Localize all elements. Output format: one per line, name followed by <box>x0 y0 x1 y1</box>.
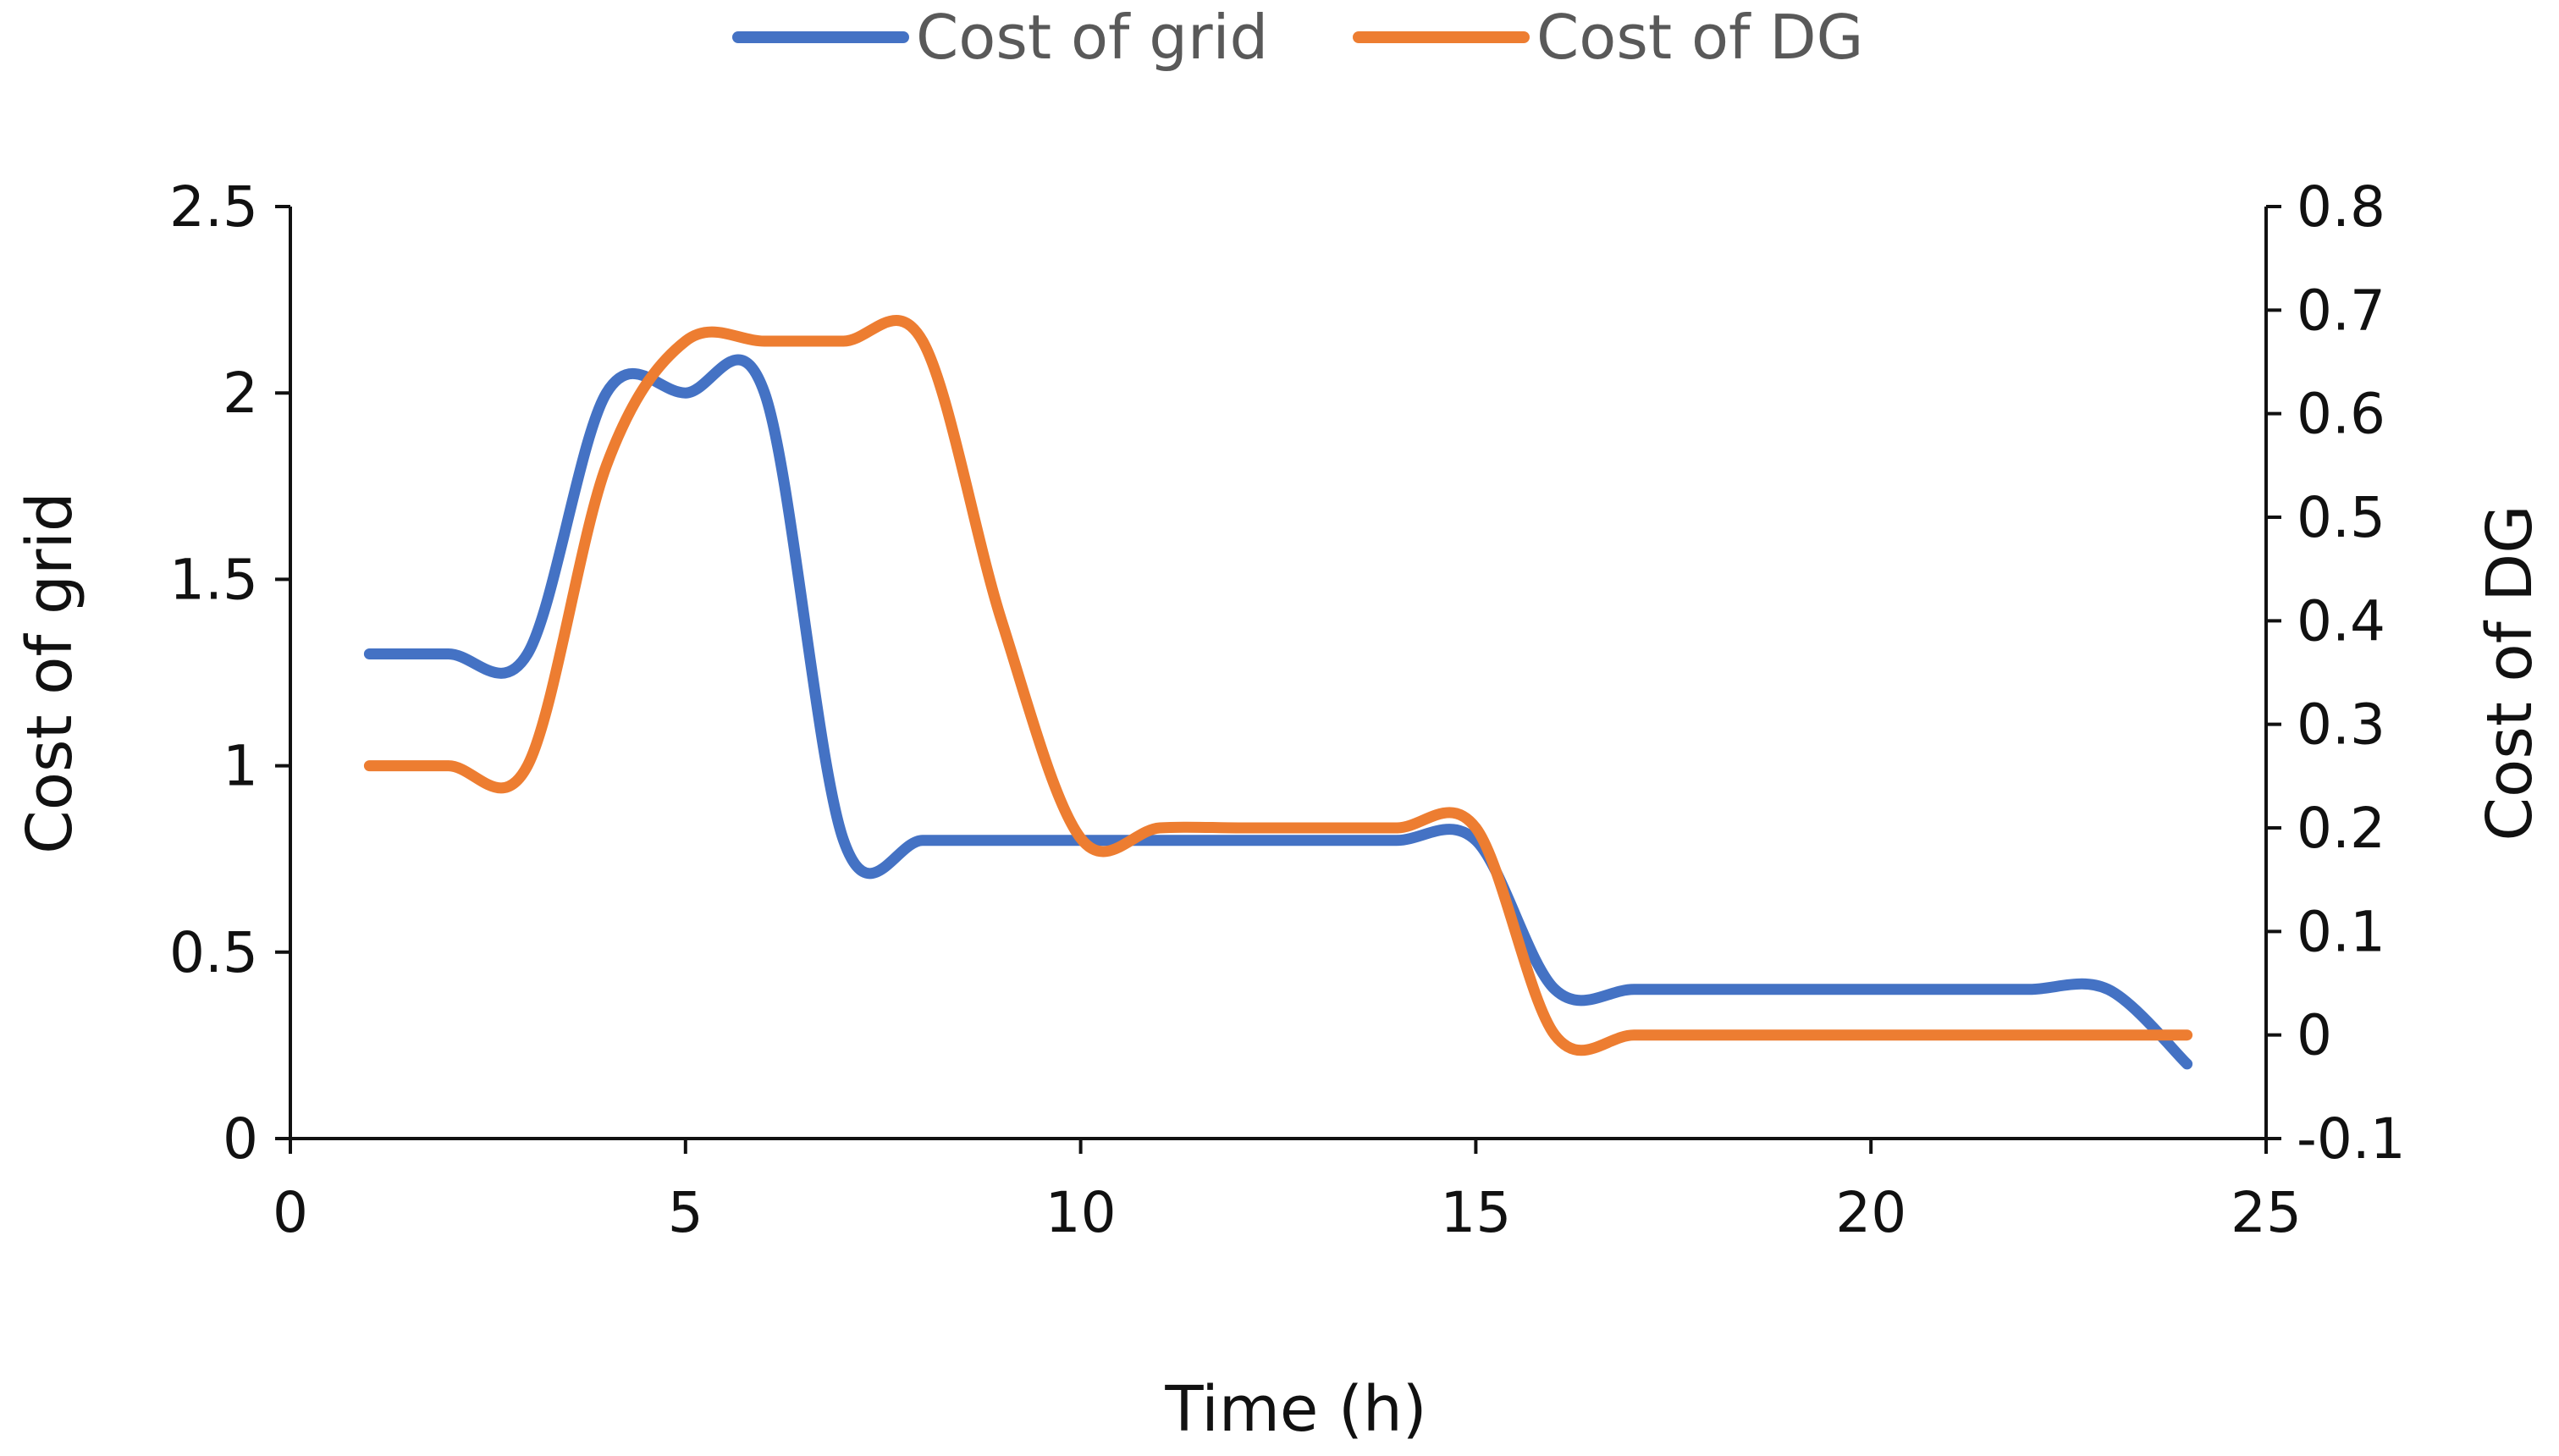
x-tick-label: 10 <box>1045 1180 1117 1245</box>
legend-label: Cost of grid <box>916 2 1268 73</box>
y-tick-label: 2.5 <box>169 174 258 240</box>
y2-tick-label: 0.2 <box>2297 796 2385 861</box>
y2-tick-label: 0 <box>2297 1003 2332 1068</box>
y2-tick-label: 0.3 <box>2297 692 2385 758</box>
y-tick-label: 1 <box>223 734 258 799</box>
y2-tick-label: 0.5 <box>2297 485 2385 550</box>
y-tick-label: 2 <box>223 361 258 426</box>
y-axis-title: Cost of grid <box>14 492 86 854</box>
plot-series <box>363 315 2193 1070</box>
x-tick-label: 15 <box>1440 1180 1511 1245</box>
series-line-cost-of-dg <box>363 315 2193 1056</box>
y2-tick-label: 0.1 <box>2297 899 2385 964</box>
y-tick-label: 1.5 <box>169 547 258 612</box>
y2-tick-label: 0.6 <box>2297 382 2385 447</box>
axes: 0 5 10 15 20 25 0 0.5 1 1.5 2 2.5 -0.1 0 0.1 0.2 0.3 0.4 0… <box>169 174 2406 1245</box>
legend-label: Cost of DG <box>1536 2 1863 73</box>
x-tick-label: 0 <box>273 1180 308 1245</box>
y-tick-label: 0.5 <box>169 920 258 985</box>
y2-tick-label: 0.4 <box>2297 588 2385 654</box>
y2-tick-label: 0.7 <box>2297 278 2385 343</box>
y2-tick-label: -0.1 <box>2297 1106 2406 1172</box>
x-tick-label: 20 <box>1835 1180 1906 1245</box>
x-axis-title: Time (h) <box>1164 1373 1426 1446</box>
y-tick-label: 0 <box>223 1106 258 1172</box>
y2-tick-label: 0.8 <box>2297 174 2385 240</box>
series-line-cost-of-grid <box>363 354 2193 1070</box>
x-tick-label: 25 <box>2231 1180 2302 1245</box>
x-tick-label: 5 <box>668 1180 703 1245</box>
y2-axis-title: Cost of DG <box>2474 505 2546 841</box>
legend: Cost of grid Cost of DG <box>732 2 1863 73</box>
